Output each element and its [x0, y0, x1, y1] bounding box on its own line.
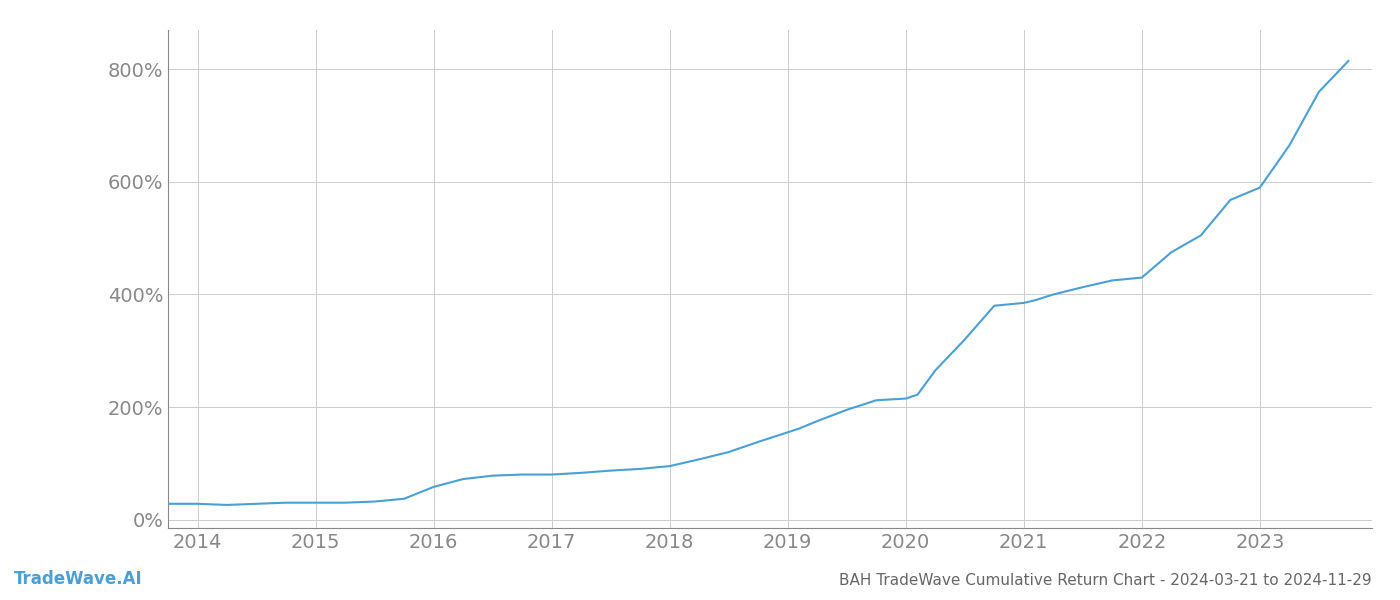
Text: TradeWave.AI: TradeWave.AI [14, 570, 143, 588]
Text: BAH TradeWave Cumulative Return Chart - 2024-03-21 to 2024-11-29: BAH TradeWave Cumulative Return Chart - … [840, 573, 1372, 588]
